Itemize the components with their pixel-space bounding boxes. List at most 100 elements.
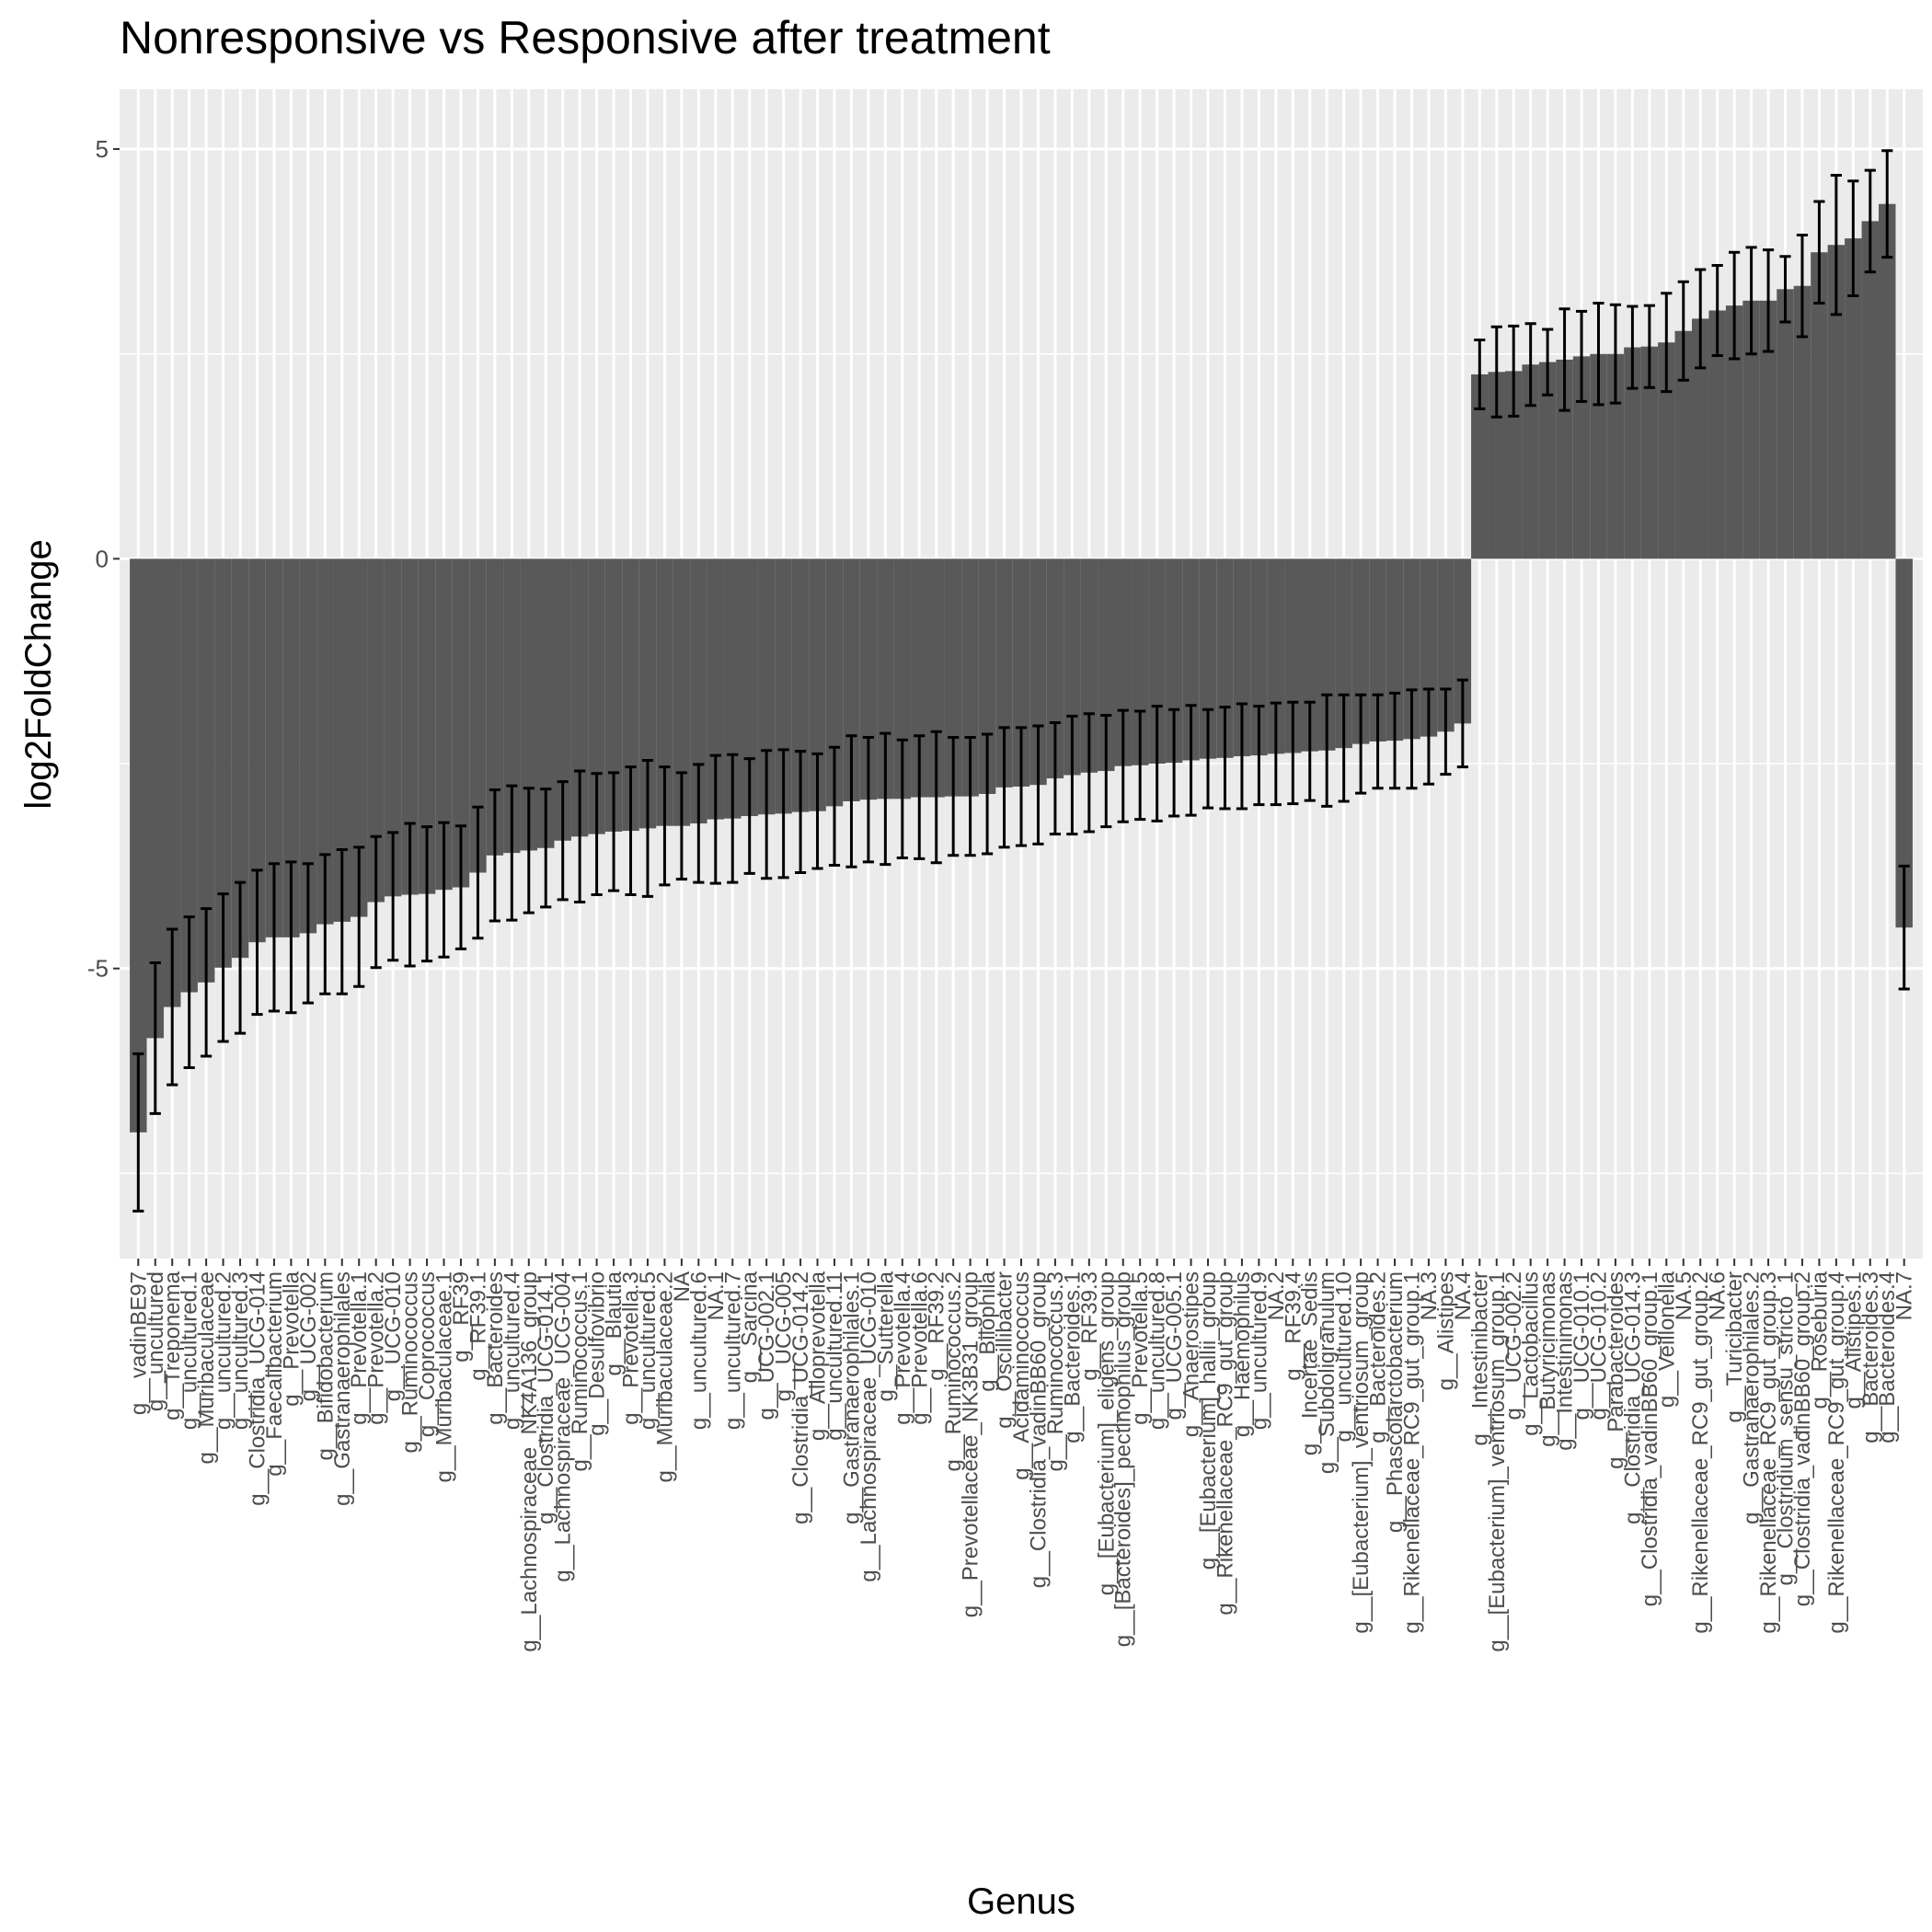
bar — [588, 558, 605, 834]
error-bar — [489, 788, 500, 923]
x-tick-label: g__Prevotella.1 — [347, 1271, 372, 1425]
x-axis-title: Genus — [967, 1881, 1075, 1922]
bar — [554, 558, 571, 841]
error-bar — [828, 745, 841, 867]
x-tick-label: g__Alloprevotella — [806, 1271, 831, 1441]
error-bar — [1253, 705, 1265, 807]
x-tick-label: g__Rikenellaceae_RC9_gut_group.3 — [1756, 1271, 1781, 1634]
bar — [1454, 558, 1472, 724]
bar — [367, 558, 385, 903]
x-tick-label: g__Faecalibacterium — [262, 1271, 287, 1477]
x-tick-label: g__Lactobacillus — [1519, 1271, 1544, 1436]
x-tick-label: g__Subdoligranulum — [1315, 1271, 1340, 1474]
bar — [877, 558, 894, 799]
error-bar — [1745, 246, 1757, 356]
error-bar — [1813, 200, 1825, 305]
error-bar — [659, 765, 671, 887]
error-bar — [1711, 263, 1723, 357]
error-bar — [1474, 339, 1486, 410]
error-bar — [506, 784, 518, 922]
bar — [486, 558, 504, 856]
error-bar — [167, 927, 178, 1087]
x-tick-label: g__Oscillibacter — [993, 1271, 1018, 1429]
bar — [231, 558, 249, 959]
bar — [1182, 558, 1200, 761]
bar — [1861, 221, 1880, 559]
bar — [163, 558, 181, 1007]
bar — [1759, 300, 1777, 559]
error-bar — [1762, 248, 1775, 353]
x-tick-label: g__Prevotella.4 — [891, 1271, 915, 1425]
x-tick-label: NA.4 — [1451, 1271, 1476, 1320]
bar — [1386, 558, 1404, 742]
bar — [1624, 347, 1641, 559]
bar — [1471, 374, 1489, 559]
x-tick-label: g__[Eubacterium]_ventriosum_group.1 — [1485, 1271, 1510, 1652]
error-bar — [948, 736, 960, 857]
bar — [248, 558, 266, 943]
error-bar — [132, 1052, 144, 1213]
error-bar — [777, 748, 789, 880]
error-bar — [1542, 328, 1554, 397]
error-bar — [523, 787, 535, 914]
error-bar — [557, 780, 569, 902]
bar — [741, 558, 758, 817]
bar — [1233, 558, 1251, 757]
bar — [1725, 305, 1743, 559]
error-bar — [1117, 708, 1129, 823]
error-bar — [982, 732, 994, 856]
x-tick-label: g__RF39 — [449, 1271, 474, 1363]
bar — [1165, 558, 1183, 764]
x-tick-label: g__uncultured.1 — [178, 1271, 202, 1430]
bar — [1827, 245, 1846, 559]
bar — [1488, 372, 1505, 559]
error-bar — [183, 915, 195, 1069]
x-tick-label: g__Clostridia_UCG-014.3 — [1620, 1271, 1645, 1524]
x-tick-label: g__Turicibacter — [1722, 1271, 1747, 1423]
bar — [622, 558, 639, 832]
bar — [656, 558, 673, 826]
chart-title: Nonresponsive vs Responsive after treatm… — [120, 12, 1051, 63]
x-tick-label: NA.1 — [704, 1271, 729, 1320]
bar — [1572, 356, 1591, 559]
error-bar — [1881, 149, 1893, 259]
error-bar — [794, 750, 807, 874]
error-bar — [251, 868, 263, 1017]
error-bar — [1083, 712, 1095, 834]
error-bar — [1609, 303, 1622, 405]
error-bar — [1304, 700, 1316, 802]
bar — [927, 558, 945, 798]
bar — [1148, 558, 1166, 765]
x-tick-label: g__Gastranaerophilales — [330, 1271, 355, 1506]
error-bar — [896, 738, 908, 859]
x-tick-label: g__Parabacteroides — [1604, 1271, 1628, 1469]
x-tick-label: g__Desulfovibrio — [585, 1271, 610, 1436]
x-tick-label: NA.5 — [1672, 1271, 1696, 1320]
x-tick-label: g__UCG-002.2 — [1501, 1271, 1526, 1420]
error-bar — [709, 753, 721, 885]
x-tick-label: g__Prevotella — [279, 1271, 304, 1406]
x-tick-label: g__Sarcina — [738, 1271, 763, 1383]
bar — [1742, 300, 1760, 559]
error-bar — [811, 752, 823, 870]
bar — [299, 558, 317, 934]
error-bar — [1627, 305, 1639, 390]
x-tick-label: g__Treponema — [160, 1271, 185, 1420]
error-bar — [998, 726, 1010, 849]
x-tick-label: g__Bacteroides — [483, 1271, 508, 1425]
bar — [570, 558, 589, 837]
bar — [265, 558, 283, 937]
error-bar — [1796, 234, 1809, 339]
error-bar — [574, 769, 586, 904]
x-tick-label: NA.7 — [1892, 1271, 1917, 1320]
bar — [1895, 558, 1913, 928]
x-tick-label: g__Phascolarctobacterium — [1383, 1271, 1408, 1533]
error-bar — [1015, 726, 1028, 847]
bar — [1131, 558, 1149, 765]
x-tick-label: g__Clostridia_UCG-014.1 — [534, 1271, 558, 1524]
x-tick-label: g__Blautia — [602, 1271, 627, 1375]
x-tick-label: g__Clostridia_UCG-014 — [245, 1271, 270, 1506]
x-tick-label: g__uncultured.7 — [720, 1271, 745, 1430]
error-bar — [1864, 168, 1876, 274]
